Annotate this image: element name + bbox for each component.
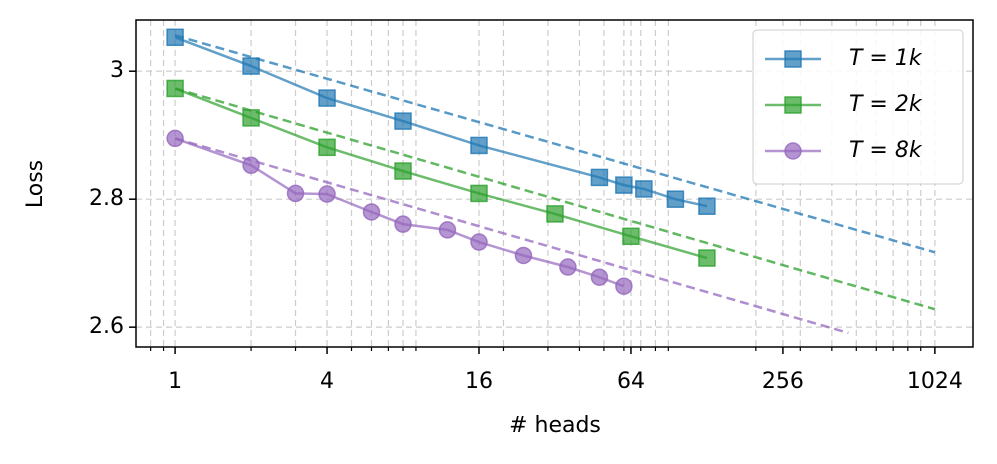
legend-label: T = 2k xyxy=(849,92,923,117)
line xyxy=(174,36,708,208)
plot-frame xyxy=(135,19,974,348)
x-tick-label: 1 xyxy=(168,369,182,394)
point xyxy=(394,215,412,233)
point xyxy=(394,112,412,130)
point xyxy=(242,109,260,127)
point xyxy=(394,162,412,180)
point xyxy=(590,168,609,187)
legend-label: T = 1k xyxy=(849,46,923,71)
legend-marker xyxy=(784,96,802,114)
point xyxy=(318,89,336,107)
point xyxy=(470,136,488,155)
point xyxy=(286,184,305,203)
x-tick-label: 4 xyxy=(320,369,334,394)
point xyxy=(514,246,533,265)
point xyxy=(318,185,336,203)
point xyxy=(666,190,685,208)
fit-line xyxy=(174,137,849,335)
legend-label: T = 8k xyxy=(849,138,923,163)
y-tick-label: 3 xyxy=(110,58,124,83)
point xyxy=(622,227,640,246)
point xyxy=(166,79,184,98)
point xyxy=(242,57,260,75)
point xyxy=(166,129,184,148)
legend-marker xyxy=(784,50,802,68)
legend-box xyxy=(752,29,964,185)
y-axis-label: Loss xyxy=(23,160,48,208)
x-tick-label: 256 xyxy=(762,369,804,394)
x-tick-label: 16 xyxy=(465,369,493,394)
legend-marker xyxy=(784,142,802,160)
point xyxy=(318,138,336,157)
line xyxy=(174,87,708,260)
point xyxy=(242,156,260,175)
point xyxy=(590,268,609,286)
point xyxy=(615,277,633,295)
point xyxy=(470,184,488,203)
x-tick-label: 64 xyxy=(617,369,645,394)
x-axis-label: # heads xyxy=(509,413,601,438)
point xyxy=(698,197,716,215)
point xyxy=(546,205,564,223)
point xyxy=(559,258,577,276)
point xyxy=(362,203,381,221)
point xyxy=(615,176,633,194)
fit-line xyxy=(174,87,936,311)
point xyxy=(698,249,716,267)
y-tick-label: 2.8 xyxy=(89,186,124,211)
y-tick-label: 2.6 xyxy=(89,314,124,339)
x-tick-label: 1024 xyxy=(907,369,963,394)
legend: T = 1k T = 2k T = 8k xyxy=(752,29,964,185)
point xyxy=(438,221,457,239)
point xyxy=(635,180,653,198)
fit-line xyxy=(174,34,936,254)
point xyxy=(166,28,184,47)
point xyxy=(470,233,488,251)
